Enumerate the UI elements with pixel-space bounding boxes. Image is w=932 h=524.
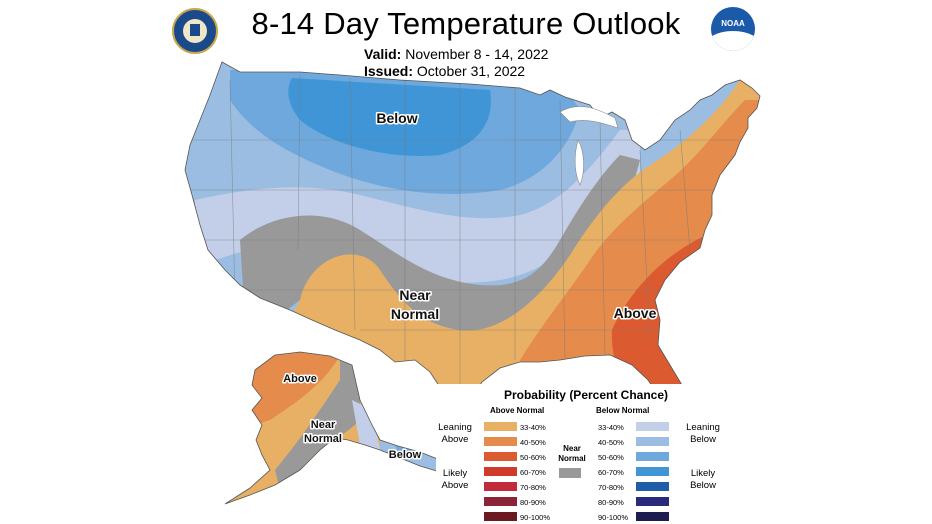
ak-near-label: Near bbox=[311, 419, 336, 431]
legend-below-swatch bbox=[636, 482, 669, 491]
page-title: 8-14 Day Temperature Outlook bbox=[251, 6, 681, 41]
legend-below-swatch bbox=[636, 497, 669, 506]
valid-line: Valid: November 8 - 14, 2022 bbox=[364, 46, 548, 62]
legend-above-swatch bbox=[484, 422, 517, 431]
ak-below-label: Below bbox=[389, 449, 422, 461]
legend-below-label: 33-40% bbox=[598, 422, 624, 432]
legend-likely-below: Likely Below bbox=[690, 468, 716, 491]
legend-below-label: 60-70% bbox=[598, 467, 624, 477]
ak-normal-label: Normal bbox=[304, 433, 342, 445]
legend-below-swatch bbox=[636, 512, 669, 521]
legend-above-label: 40-50% bbox=[520, 437, 546, 447]
legend-near-swatch bbox=[559, 468, 581, 478]
legend-below-swatch bbox=[636, 452, 669, 461]
legend: Probability (Percent Chance) Above Norma… bbox=[436, 384, 736, 522]
noaa-logo-icon: NOAA bbox=[711, 7, 755, 51]
valid-value: November 8 - 14, 2022 bbox=[405, 46, 549, 62]
legend-leaning-above: Leaning Above bbox=[438, 422, 472, 445]
noaa-logo-text: NOAA bbox=[721, 19, 745, 28]
issued-label: Issued: bbox=[364, 63, 414, 79]
doc-seal-icon bbox=[172, 8, 218, 54]
legend-above-swatch bbox=[484, 452, 517, 461]
legend-above-swatch bbox=[484, 467, 517, 476]
valid-label: Valid: bbox=[364, 46, 402, 62]
legend-title: Probability (Percent Chance) bbox=[503, 388, 669, 402]
legend-above-label: 70-80% bbox=[520, 482, 546, 492]
legend-below-label: 70-80% bbox=[598, 482, 624, 492]
conus-below-label: Below bbox=[376, 110, 417, 126]
conus-above-label: Above bbox=[614, 305, 657, 321]
legend-below-label: 50-60% bbox=[598, 452, 624, 462]
legend-likely-above: Likely Above bbox=[441, 468, 469, 491]
legend-below-swatch bbox=[636, 422, 669, 431]
legend-above-label: 50-60% bbox=[520, 452, 546, 462]
legend-above-label: 33-40% bbox=[520, 422, 546, 432]
legend-below-label: 80-90% bbox=[598, 497, 624, 507]
legend-above-label: 90-100% bbox=[520, 512, 551, 522]
legend-below-label: 40-50% bbox=[598, 437, 624, 447]
ak-above-label: Above bbox=[283, 373, 317, 385]
issued-line: Issued: October 31, 2022 bbox=[364, 63, 525, 79]
legend-below-header: Below Normal bbox=[596, 406, 650, 415]
legend-below-label: 90-100% bbox=[598, 512, 629, 522]
conus-normal-label: Normal bbox=[391, 306, 439, 322]
legend-above-swatch bbox=[484, 482, 517, 491]
conus-near-label: Near bbox=[399, 287, 431, 303]
legend-leaning-below: Leaning Below bbox=[686, 422, 720, 445]
legend-below-swatch bbox=[636, 467, 669, 476]
issued-value: October 31, 2022 bbox=[416, 63, 526, 79]
legend-above-label: 60-70% bbox=[520, 467, 546, 477]
legend-near-normal: Near Normal bbox=[558, 444, 586, 463]
legend-above-swatch bbox=[484, 437, 517, 446]
legend-above-label: 80-90% bbox=[520, 497, 546, 507]
legend-above-swatch bbox=[484, 497, 517, 506]
legend-below-swatch bbox=[636, 437, 669, 446]
legend-above-swatch bbox=[484, 512, 517, 521]
legend-above-header: Above Normal bbox=[490, 406, 545, 415]
